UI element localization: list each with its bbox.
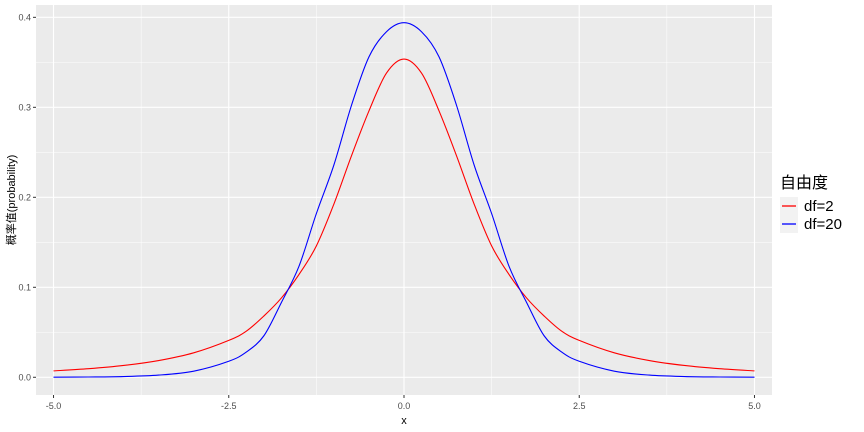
x-tick-label: -2.5 <box>221 401 237 411</box>
y-tick-label: 0.3 <box>18 102 31 112</box>
major-gridlines <box>36 5 772 395</box>
x-tick-label: 5.0 <box>748 401 761 411</box>
x-tick-label: 0.0 <box>398 401 411 411</box>
series-line-1 <box>53 58 755 372</box>
y-axis-ticks: 0.0 0.1 0.2 0.3 0.4 <box>18 12 36 382</box>
y-tick-label: 0.2 <box>18 192 31 202</box>
x-tick-label: 2.5 <box>573 401 586 411</box>
x-axis-ticks: -5.0 -2.5 0.0 2.5 5.0 <box>46 395 761 411</box>
legend: 自由度 df=2df=20 <box>780 173 842 233</box>
legend-title: 自由度 <box>780 173 828 192</box>
legend-label: df=2 <box>804 198 834 215</box>
y-tick-label: 0.4 <box>18 12 31 22</box>
series-lines <box>53 22 755 378</box>
y-tick-label: 0.1 <box>18 282 31 292</box>
series-line-2 <box>53 22 755 378</box>
legend-label: df=20 <box>804 216 842 233</box>
y-tick-label: 0.0 <box>18 372 31 382</box>
x-tick-label: -5.0 <box>46 401 62 411</box>
legend-entries: df=2df=20 <box>780 197 842 233</box>
y-axis-title: 概率值(probability) <box>4 155 18 245</box>
x-axis-title: x <box>401 415 407 427</box>
